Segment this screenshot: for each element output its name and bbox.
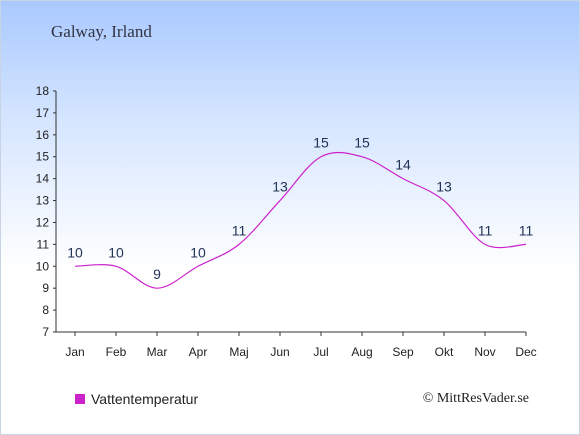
x-tick-label: Apr (189, 345, 208, 359)
legend: Vattentemperatur (75, 391, 198, 407)
y-tick-label: 17 (36, 106, 50, 120)
y-tick-label: 15 (36, 150, 50, 164)
data-label: 15 (313, 135, 329, 151)
legend-label: Vattentemperatur (91, 391, 199, 407)
y-tick-label: 8 (42, 303, 49, 317)
x-tick-label: Aug (351, 345, 372, 359)
chart-title: Galway, Irland (51, 22, 152, 41)
data-label: 9 (153, 266, 161, 282)
data-label: 10 (190, 244, 206, 260)
data-label: 15 (354, 135, 370, 151)
data-label: 14 (395, 157, 411, 173)
y-tick-label: 18 (36, 84, 50, 98)
y-tick-label: 16 (36, 128, 50, 142)
data-label: 13 (272, 179, 288, 195)
x-tick-label: Mar (147, 345, 168, 359)
legend-swatch (75, 394, 85, 404)
plot-area: 10 10 9 10 11 13 15 15 14 13 11 11 (67, 135, 534, 289)
data-label: 11 (519, 222, 534, 238)
data-label: 13 (436, 179, 452, 195)
data-label: 11 (478, 222, 493, 238)
x-tick-label: Dec (515, 345, 536, 359)
y-tick-label: 10 (36, 259, 50, 273)
x-tick-label: Feb (106, 345, 127, 359)
x-tick-label: Jul (313, 345, 328, 359)
x-tick-label: Okt (435, 345, 454, 359)
axes: 7 8 9 10 11 12 13 14 15 16 17 18 Jan Feb Mar Apr Maj Jun J… (36, 84, 537, 359)
x-tick-label: Nov (474, 345, 495, 359)
x-tick-label: Sep (392, 345, 414, 359)
data-label: 10 (108, 244, 124, 260)
x-tick-label: Jun (270, 345, 289, 359)
y-tick-label: 12 (36, 215, 50, 229)
series-line (74, 151, 527, 289)
y-tick-label: 11 (37, 237, 50, 251)
y-tick-label: 9 (42, 281, 49, 295)
credit-text: © MittResVader.se (422, 391, 529, 406)
x-tick-label: Maj (229, 345, 248, 359)
y-tick-label: 14 (36, 172, 50, 186)
y-tick-label: 7 (42, 325, 49, 339)
data-label: 10 (67, 244, 83, 260)
data-label: 11 (232, 222, 247, 238)
y-tick-label: 13 (36, 194, 50, 208)
x-tick-label: Jan (65, 345, 84, 359)
